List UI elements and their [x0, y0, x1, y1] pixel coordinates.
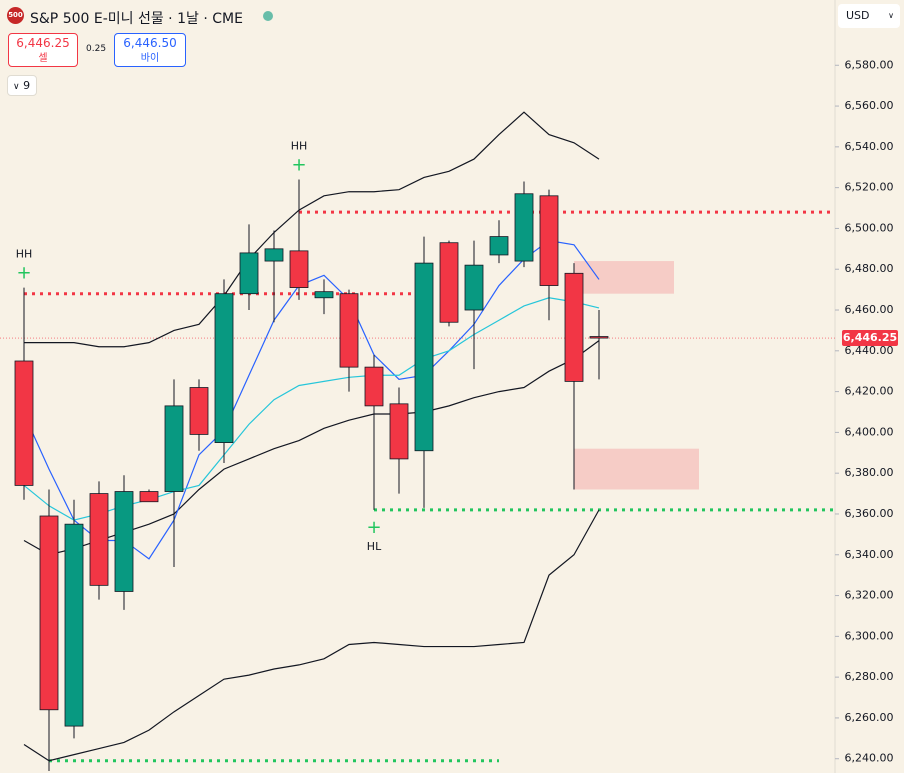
y-tick-label: 6,260.00 [845, 711, 894, 724]
candle-body [64, 523, 84, 727]
symbol-title[interactable]: S&P 500 E-미니 선물 · 1날 · CME [30, 11, 243, 27]
y-tick-label: 6,540.00 [845, 140, 894, 153]
buy-button[interactable]: 6,446.50 바이 [114, 33, 186, 67]
y-tick-label: 6,440.00 [845, 344, 894, 357]
y-tick-label: 6,560.00 [845, 99, 894, 112]
indicator-line [23, 340, 600, 556]
pivot-label: HL [367, 540, 382, 553]
candle-body [114, 491, 134, 592]
candle-body [339, 293, 359, 368]
candle-body [364, 366, 384, 407]
candle-body [589, 336, 609, 339]
indicator-line [24, 111, 600, 348]
currency-select[interactable]: USD ∨ [838, 4, 900, 28]
symbol-badge: 500 [7, 7, 24, 24]
spread: 0.25 [86, 44, 107, 54]
plot: + HH + HH + HL [0, 111, 835, 771]
indicator-count: 9 [23, 79, 31, 92]
indicator-line [23, 297, 600, 521]
candle-body [89, 493, 109, 586]
candle-body [39, 515, 59, 711]
y-tick-label: 6,320.00 [845, 589, 894, 602]
y-tick-label: 6,400.00 [845, 425, 894, 438]
zone [574, 448, 699, 490]
y-tick-label: 6,280.00 [845, 670, 894, 683]
y-tick-label: 6,500.00 [845, 221, 894, 234]
pivot-plus: + [366, 517, 381, 538]
pivot-label: HH [16, 248, 33, 261]
candle-body [314, 291, 334, 299]
candle-body [489, 236, 509, 256]
sell-price: 6,446.25 [16, 36, 70, 50]
candle-body [164, 405, 184, 492]
candle-body [414, 262, 434, 452]
y-tick-label: 6,300.00 [845, 629, 894, 642]
zone [574, 261, 674, 294]
chevron: ∨ [888, 11, 894, 20]
candle-body [239, 252, 259, 295]
candle-body [14, 360, 34, 486]
y-tick-label: 6,420.00 [845, 385, 894, 398]
currency: USD [846, 9, 870, 22]
y-tick-label: 6,480.00 [845, 262, 894, 275]
buy-price: 6,446.50 [123, 36, 177, 50]
candle-body [289, 250, 309, 288]
candle-body [189, 387, 209, 435]
market-status [263, 11, 273, 21]
last-price-box [842, 330, 898, 347]
candle-body [564, 272, 584, 382]
candle-body [389, 403, 409, 460]
y-tick-label: 6,240.00 [845, 752, 894, 765]
last-price-label: 6,446.25 [843, 331, 897, 344]
sell-button[interactable]: 6,446.25 셀 [8, 33, 78, 67]
y-tick-label: 6,360.00 [845, 507, 894, 520]
candle-body [514, 193, 534, 262]
sell-label: 셀 [38, 53, 48, 64]
candle-body [264, 248, 284, 262]
y-tick-label: 6,520.00 [845, 181, 894, 194]
chevron: ∨ [13, 82, 20, 92]
indicator-line [23, 509, 600, 762]
y-tick-label: 6,340.00 [845, 548, 894, 561]
candle-body [214, 293, 234, 443]
buy-label: 바이 [140, 53, 160, 64]
candle-body [464, 264, 484, 311]
pivot-plus: + [291, 154, 306, 175]
y-tick-label: 6,460.00 [845, 303, 894, 316]
pivot-label: HH [291, 139, 308, 152]
y-tick-label: 6,380.00 [845, 466, 894, 479]
candle-body [539, 195, 559, 286]
candle-body [139, 491, 159, 503]
candle-body [439, 242, 459, 323]
pivot-plus: + [16, 263, 31, 284]
indicator-toggle[interactable]: ∨ 9 [7, 75, 37, 96]
y-tick-label: 6,580.00 [845, 58, 894, 71]
